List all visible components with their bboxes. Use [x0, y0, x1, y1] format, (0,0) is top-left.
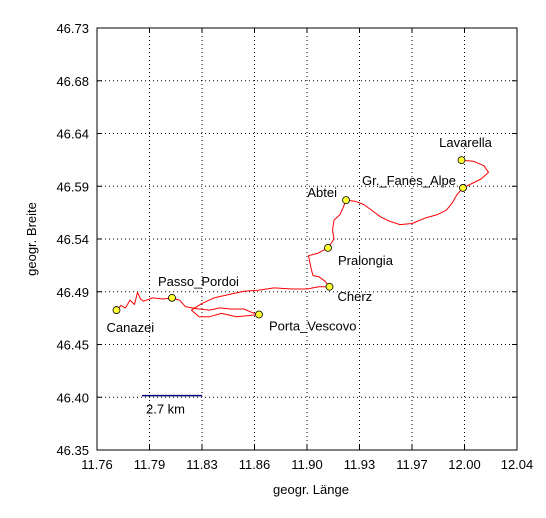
- place-marker: [325, 282, 334, 291]
- x-tick-label: 11.97: [396, 457, 428, 472]
- axis-ticks: [96, 27, 518, 451]
- x-tick-label: 12.00: [448, 457, 481, 472]
- y-tick-label: 46.68: [56, 74, 89, 89]
- place-marker: [457, 156, 466, 165]
- place-marker: [168, 293, 176, 302]
- track-layer: [116, 159, 489, 318]
- place-marker: [342, 196, 350, 205]
- place-label: Lavarella: [439, 135, 493, 150]
- place-label: Gr._Fanes_Alpe: [362, 173, 456, 188]
- place-label: Porta_Vescovo: [269, 319, 356, 334]
- track-line: [116, 159, 489, 318]
- place-label: Pralongia: [338, 253, 394, 268]
- x-tick-label: 11.76: [81, 457, 113, 472]
- place-marker: [112, 306, 121, 314]
- x-tick-label: 12.04: [501, 457, 534, 472]
- x-tick-label: 11.86: [239, 457, 271, 472]
- place-label: Canazei: [107, 320, 155, 335]
- scale-bar-label: 2.7 km: [146, 402, 185, 417]
- x-axis-tick-labels: 11.76 11.79 11.83 11.86 11.90 11.93 11.97 12.00…: [81, 457, 533, 472]
- y-tick-label: 46.64: [56, 127, 89, 142]
- place-marker: [255, 310, 263, 319]
- x-tick-label: 11.83: [186, 457, 218, 472]
- y-tick-label: 46.49: [56, 285, 89, 300]
- x-tick-label: 11.90: [291, 457, 323, 472]
- place-label: Abtei: [307, 185, 337, 200]
- place-markers: Canazei Passo_Pordoi Porta_Vescovo Cherz Pra…: [107, 135, 493, 335]
- scale-bar: 2.7 km: [142, 394, 202, 417]
- y-axis-tick-labels: 46.35 46.40 46.45 46.49 46.54 46.59 46.64 46.68…: [56, 21, 89, 458]
- y-tick-label: 46.40: [56, 390, 89, 405]
- x-tick-label: 11.79: [134, 457, 166, 472]
- y-tick-label: 46.54: [56, 232, 89, 247]
- place-label: Passo_Pordoi: [158, 274, 239, 289]
- y-axis-title: geogr. Breite: [24, 202, 39, 276]
- y-tick-label: 46.35: [56, 443, 89, 458]
- place-label: Cherz: [338, 289, 373, 304]
- x-tick-label: 11.93: [344, 457, 376, 472]
- y-tick-label: 46.45: [56, 338, 89, 353]
- place-marker: [459, 184, 467, 192]
- y-tick-label: 46.59: [56, 179, 89, 194]
- x-axis-title: geogr. Länge: [273, 482, 349, 497]
- y-tick-label: 46.73: [56, 21, 89, 36]
- place-marker: [324, 243, 332, 252]
